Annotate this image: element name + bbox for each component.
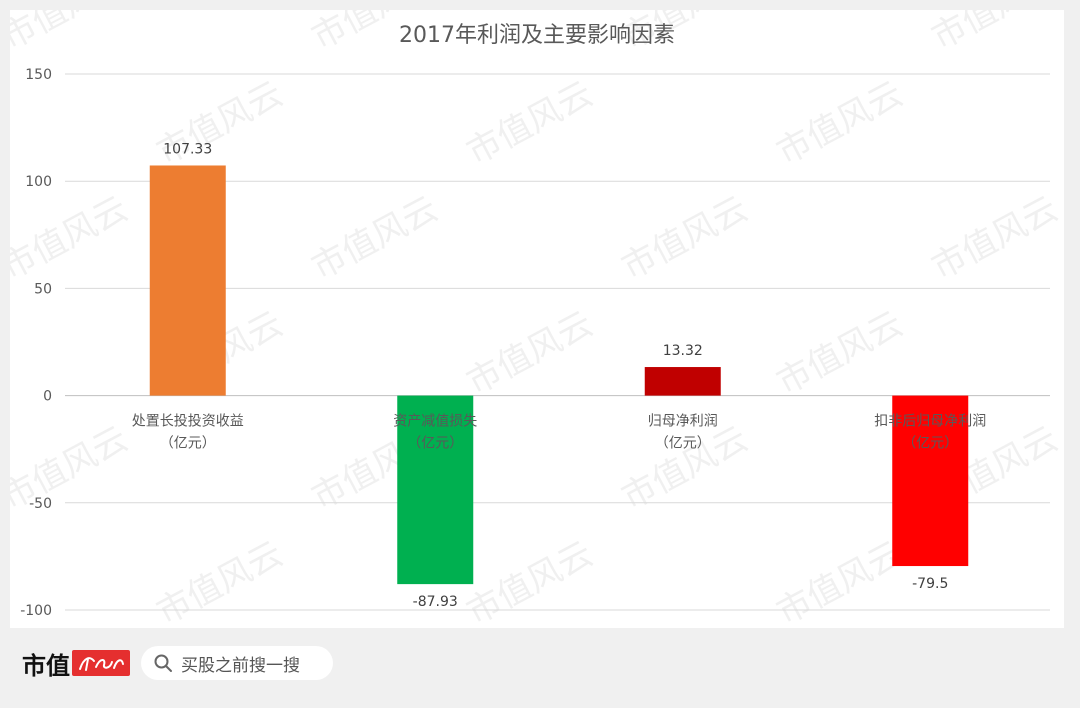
y-tick-label: -100 — [20, 603, 52, 619]
y-tick-label: -50 — [29, 496, 52, 512]
category-label: 扣非后归母净利润 — [874, 413, 986, 430]
gridlines — [65, 73, 1050, 611]
watermark-text: 市值风云 — [460, 534, 599, 628]
category-label: （亿元） — [655, 436, 711, 452]
y-tick-label: 100 — [25, 174, 52, 190]
data-label: 13.32 — [663, 343, 703, 359]
brand-logo[interactable]: 市值 — [22, 646, 130, 680]
search-icon — [154, 654, 172, 672]
bars — [149, 165, 969, 585]
bar — [644, 367, 721, 396]
chart-title: 2017年利润及主要影响因素 — [399, 23, 675, 48]
watermark-text: 市值风云 — [925, 189, 1064, 288]
brand-name: 市值 — [22, 650, 70, 680]
watermark-text: 市值风云 — [770, 534, 909, 628]
category-label: （亿元） — [160, 436, 216, 452]
chart-card: 市值风云 市值风云 市值风云 市值风云 市值风云 市值风云 市值风云 市值风云 市值风云 市值风云… — [10, 10, 1064, 628]
data-labels: 107.33 -87.93 13.32 -79.5 — [163, 141, 948, 610]
watermark-text: 市值风云 — [615, 189, 754, 288]
watermark-text: 市值风云 — [460, 74, 599, 173]
category-label: 处置长投投资收益 — [132, 414, 244, 430]
data-label: 107.33 — [163, 141, 212, 157]
category-labels: 处置长投投资收益 （亿元） 资产减值损失 （亿元） 归母净利润 （亿元） 扣非后归母净利润 （… — [132, 413, 987, 452]
footer-bar: 市值 买股之前搜一搜 — [0, 632, 1080, 708]
data-label: -87.93 — [413, 594, 458, 610]
watermark-text: 市值风云 — [460, 304, 599, 403]
watermark-text: 市值风云 — [10, 189, 134, 288]
category-label: 资产减值损失 — [393, 414, 477, 430]
watermark-text: 市值风云 — [925, 10, 1064, 58]
watermark-text: 市值风云 — [150, 534, 289, 628]
y-tick-label: 0 — [43, 389, 52, 405]
bar — [149, 165, 226, 396]
bar — [892, 395, 969, 567]
fengyun-logo-icon — [72, 650, 130, 676]
watermark-text: 市值风云 — [10, 10, 134, 58]
data-label: -79.5 — [912, 576, 948, 592]
watermark-text: 市值风云 — [770, 304, 909, 403]
watermark-text: 市值风云 — [305, 189, 444, 288]
y-tick-label: 50 — [34, 281, 52, 297]
category-label: 归母净利润 — [648, 413, 718, 430]
category-label: （亿元） — [407, 436, 463, 452]
y-axis-ticks: 150 100 50 0 -50 -100 — [20, 67, 52, 619]
watermark-text: 市值风云 — [770, 74, 909, 173]
search-box[interactable]: 买股之前搜一搜 — [141, 646, 333, 680]
watermark-text: 市值风云 — [150, 74, 289, 173]
category-label: （亿元） — [902, 436, 958, 452]
bar — [397, 395, 474, 585]
search-placeholder: 买股之前搜一搜 — [181, 655, 300, 676]
y-tick-label: 150 — [25, 67, 52, 83]
